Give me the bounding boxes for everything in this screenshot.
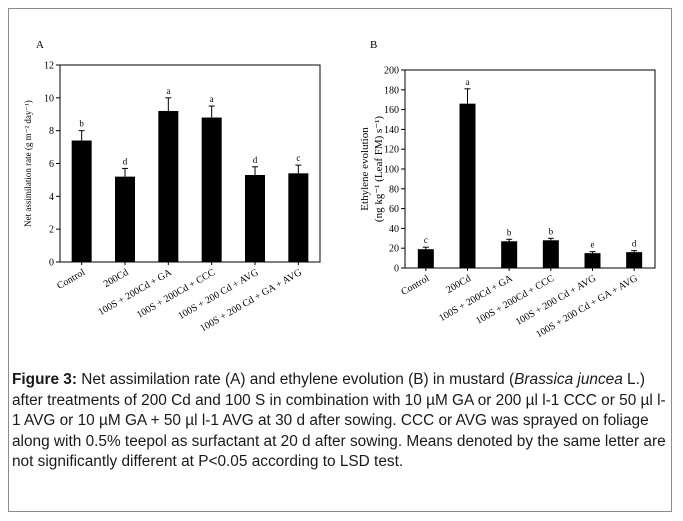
caption-label: Figure 3: bbox=[12, 371, 77, 388]
y-tick-label-a: 12 bbox=[44, 61, 54, 72]
significance-letter-a: d bbox=[253, 155, 258, 165]
y-tick-label-b: 0 bbox=[394, 264, 399, 275]
x-category-label-b: Control bbox=[399, 273, 431, 298]
x-category-label-b: 200Cd bbox=[444, 273, 473, 296]
y-tick-label-a: 2 bbox=[49, 225, 54, 236]
bar-a bbox=[245, 174, 265, 262]
y-tick-label-b: 160 bbox=[384, 105, 399, 116]
x-category-label-a: Control bbox=[55, 267, 87, 292]
significance-letter-b: b bbox=[507, 227, 512, 237]
y-tick-label-b: 60 bbox=[389, 204, 399, 215]
y-axis-label-a: Net assimilation rate (g m⁻² day⁻¹) bbox=[23, 100, 33, 227]
bar-a bbox=[71, 140, 92, 262]
significance-letter-b: d bbox=[632, 239, 637, 249]
plot-frame-a bbox=[59, 64, 321, 263]
y-tick-label-a: 0 bbox=[49, 258, 54, 269]
chart-panel-b: B 0 20 40 60 80 100 120 140 160 180 200 c Control a 20… bbox=[359, 39, 656, 340]
y-tick-label-b: 180 bbox=[384, 85, 399, 96]
significance-letter-b: e bbox=[591, 240, 595, 250]
significance-letter-b: a bbox=[466, 77, 470, 87]
bar-b bbox=[584, 253, 601, 268]
panel-label-b: B bbox=[370, 39, 377, 51]
y-tick-label-a: 4 bbox=[49, 192, 54, 203]
significance-letter-a: d bbox=[123, 156, 128, 166]
caption-species: Brassica juncea bbox=[514, 371, 623, 388]
y-tick-label-b: 200 bbox=[384, 66, 399, 77]
significance-letter-b: c bbox=[424, 235, 428, 245]
bar-b bbox=[542, 240, 559, 268]
significance-letter-a: c bbox=[296, 153, 300, 163]
bar-b bbox=[459, 103, 476, 268]
bar-b bbox=[501, 241, 518, 268]
y-tick-label-b: 80 bbox=[389, 184, 399, 195]
y-tick-label-b: 100 bbox=[384, 165, 399, 176]
y-axis-label-line2-b: (ng kg⁻¹ (Leaf FM) s⁻¹) bbox=[373, 116, 385, 223]
y-tick-label-b: 120 bbox=[384, 145, 399, 156]
panel-label-a: A bbox=[36, 39, 44, 51]
bar-b bbox=[626, 252, 643, 268]
plot-area-b: 0 20 40 60 80 100 120 140 160 180 200 c Control a 200C… bbox=[359, 66, 656, 340]
y-tick-label-a: 6 bbox=[49, 159, 54, 170]
plot-frame-b bbox=[404, 69, 656, 269]
y-tick-label-b: 40 bbox=[389, 224, 399, 235]
y-tick-label-a: 10 bbox=[44, 93, 54, 104]
caption-text-2: L.) after treatments of 200 Cd and 100 S… bbox=[12, 371, 666, 471]
bar-a bbox=[158, 110, 179, 262]
y-tick-label-b: 140 bbox=[384, 125, 399, 136]
y-axis-label-b: Ethylene evolution bbox=[359, 127, 371, 211]
bar-a bbox=[288, 173, 309, 262]
significance-letter-b: b bbox=[549, 226, 554, 236]
bar-a bbox=[201, 117, 222, 263]
bar-a bbox=[115, 176, 135, 262]
figure-caption: Figure 3: Net assimilation rate (A) and … bbox=[12, 370, 666, 473]
significance-letter-a: a bbox=[210, 94, 214, 104]
caption-text-1: Net assimilation rate (A) and ethylene e… bbox=[77, 371, 515, 388]
y-tick-label-b: 20 bbox=[389, 244, 399, 255]
y-tick-label-a: 8 bbox=[49, 126, 54, 137]
significance-letter-a: b bbox=[79, 119, 84, 129]
bar-b bbox=[417, 249, 434, 268]
x-category-label-a: 200Cd bbox=[102, 267, 131, 290]
significance-letter-a: a bbox=[166, 86, 170, 96]
